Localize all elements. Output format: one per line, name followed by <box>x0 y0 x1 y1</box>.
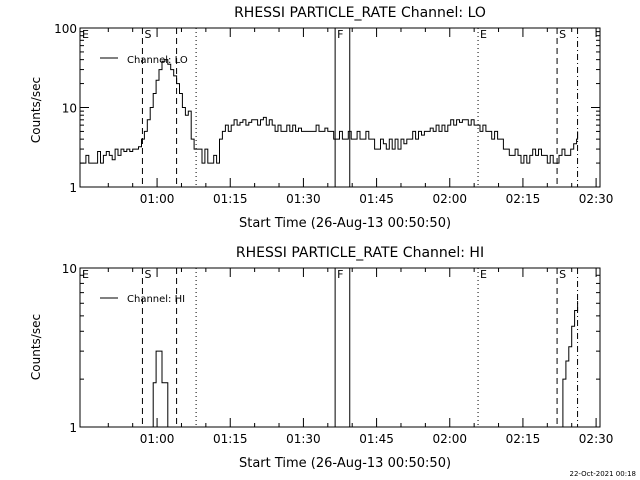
hi-x-tick-label: 01:30 <box>286 432 321 446</box>
lo-marker-label: E <box>82 28 89 41</box>
lo-x-tick-label: 01:00 <box>140 192 175 206</box>
hi-x-tick-label: 02:30 <box>579 432 614 446</box>
hi-chart-title: RHESSI PARTICLE_RATE Channel: HI <box>236 245 484 261</box>
hi-x-tick-label: 02:15 <box>506 432 541 446</box>
lo-y-tick-label: 100 <box>54 22 77 36</box>
hi-x-tick-label: 02:00 <box>432 432 467 446</box>
lo-marker-label: S <box>559 28 566 41</box>
date-stamp: 22-Oct-2021 00:18 <box>570 470 636 478</box>
lo-y-tick-label: 10 <box>62 102 77 116</box>
lo-x-tick-label: 01:45 <box>359 192 394 206</box>
hi-x-tick-label: 01:45 <box>359 432 394 446</box>
hi-legend-label: Channel: HI <box>127 294 185 305</box>
hi-marker-label: E <box>82 268 89 281</box>
panel-lo-channel: RHESSI PARTICLE_RATE Channel: LO Start T… <box>29 5 613 231</box>
hi-series-line-burst-1 <box>150 350 169 428</box>
lo-x-tick-label: 02:30 <box>579 192 614 206</box>
lo-y-tick-label: 1 <box>69 181 77 195</box>
hi-plot-frame <box>79 267 601 428</box>
hi-x-axis-label: Start Time (26-Aug-13 00:50:50) <box>239 456 451 471</box>
lo-x-tick-label: 02:15 <box>506 192 541 206</box>
lo-x-tick-label: 01:15 <box>213 192 248 206</box>
lo-x-tick-label: 01:30 <box>286 192 321 206</box>
lo-marker-label: S <box>144 28 151 41</box>
lo-y-axis-label: Counts/sec <box>29 77 43 143</box>
hi-marker-label: S <box>559 268 566 281</box>
hi-series-line-burst-2 <box>560 301 579 428</box>
hi-y-tick-label: 1 <box>69 421 77 435</box>
hi-y-ticks <box>80 267 600 428</box>
hi-marker-label: E <box>480 268 487 281</box>
hi-marker-label: S <box>144 268 151 281</box>
lo-x-tick-label: 02:00 <box>432 192 467 206</box>
hi-x-tick-label: 01:15 <box>213 432 248 446</box>
hi-marker-label: F <box>337 268 343 281</box>
panel-hi-channel: RHESSI PARTICLE_RATE Channel: HI Start T… <box>29 245 613 471</box>
lo-x-ticks <box>107 28 597 187</box>
lo-legend-label: Channel: LO <box>127 55 188 66</box>
lo-marker-label: F <box>337 28 343 41</box>
hi-y-axis-label: Counts/sec <box>29 314 43 380</box>
hi-y-tick-label: 10 <box>62 262 77 276</box>
lo-chart-title: RHESSI PARTICLE_RATE Channel: LO <box>234 5 486 21</box>
lo-series-line-rate <box>80 59 579 164</box>
hi-x-ticks <box>107 268 597 427</box>
lo-x-axis-label: Start Time (26-Aug-13 00:50:50) <box>239 216 451 231</box>
lo-marker-label: E <box>480 28 487 41</box>
hi-x-tick-label: 01:00 <box>140 432 175 446</box>
